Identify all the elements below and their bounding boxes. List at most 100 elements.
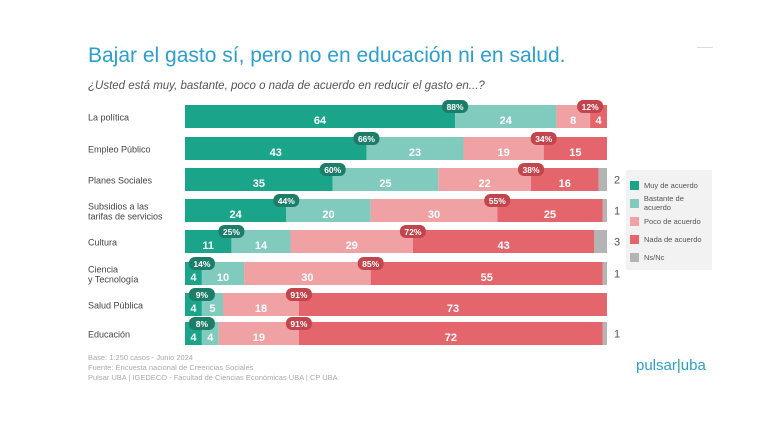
segment-label: 4 <box>190 332 197 344</box>
bar-segment <box>185 137 367 160</box>
legend-swatch <box>630 216 639 226</box>
legend-item: Poco de acuerdo <box>630 212 712 230</box>
segment-label: 72 <box>445 332 457 344</box>
total-badge-label: 12% <box>582 102 599 112</box>
segment-label: 22 <box>478 178 490 190</box>
total-badge-label: 85% <box>362 259 379 269</box>
legend-item: Bastante de acuerdo <box>630 194 712 212</box>
segment-label: 24 <box>500 115 513 127</box>
divider <box>697 47 713 48</box>
total-badge <box>285 288 312 301</box>
legend-label: Poco de acuerdo <box>644 216 701 226</box>
bar-segment <box>455 105 557 128</box>
nsnc-label: 1 <box>614 269 620 281</box>
segment-label: 5 <box>209 303 215 315</box>
bar-segment <box>185 168 333 191</box>
note-base: Base: 1.250 casos - Junio 2024 <box>88 353 194 362</box>
segment-label: 55 <box>481 272 493 284</box>
segment-label: 24 <box>230 209 243 221</box>
note-source: Fuente: Encuesta nacional de Creencias S… <box>88 363 254 372</box>
nsnc-label: 3 <box>614 237 620 249</box>
total-badge-label: 44% <box>278 196 295 206</box>
total-badge-label: 55% <box>489 196 506 206</box>
category-label: Empleo Público <box>88 145 151 155</box>
bar-segment <box>370 199 498 222</box>
segment-label: 29 <box>346 240 358 252</box>
category-label: Educación <box>88 330 130 340</box>
legend-swatch <box>630 252 639 262</box>
segment-label: 35 <box>253 178 265 190</box>
total-badge <box>518 163 545 176</box>
segment-label: 30 <box>428 209 440 221</box>
segment-label: 15 <box>569 147 581 159</box>
segment-label: 20 <box>322 209 334 221</box>
legend-swatch <box>630 234 639 244</box>
bar-segment <box>290 230 413 253</box>
legend-item: Muy de acuerdo <box>630 176 712 194</box>
bar-segment <box>412 230 595 253</box>
segment-label: 25 <box>544 209 556 221</box>
legend-swatch <box>630 180 639 190</box>
segment-label: 4 <box>595 115 602 127</box>
segment-label: 4 <box>190 272 197 284</box>
segment-label: 4 <box>190 303 197 315</box>
total-badge <box>577 100 604 113</box>
bar-segment <box>594 230 607 253</box>
bar-segment <box>602 199 607 222</box>
segment-label: 43 <box>270 147 282 159</box>
nsnc-label: 2 <box>614 175 620 187</box>
category-label: Planes Sociales <box>88 176 153 186</box>
legend-label: Nada de acuerdo <box>644 234 702 244</box>
chart-subtitle: ¿Usted está muy, bastante, poco o nada d… <box>88 80 485 92</box>
category-label: Salud Pública <box>88 301 143 311</box>
category-label: tarifas de servicios <box>88 212 163 222</box>
total-badge-label: 66% <box>358 134 375 144</box>
total-badge-label: 60% <box>324 165 341 175</box>
bar-segment <box>598 168 607 191</box>
source-notes: Base: 1.250 casos - Junio 2024 Fuente: E… <box>88 353 338 383</box>
segment-label: 25 <box>379 178 391 190</box>
bar-segment <box>366 137 464 160</box>
total-badge-label: 91% <box>290 290 307 300</box>
bar-segment <box>332 168 439 191</box>
total-badge <box>442 100 469 113</box>
total-badge-label: 72% <box>404 227 421 237</box>
bar-segment <box>531 168 599 191</box>
segment-label: 19 <box>497 147 509 159</box>
nsnc-label: 1 <box>614 329 620 341</box>
note-credits: Pulsar UBA | IGEDECO - Facultad de Cienc… <box>88 373 338 382</box>
category-label: Ciencia <box>88 265 118 275</box>
category-label: y Tecnología <box>88 275 138 285</box>
total-badge <box>353 132 380 145</box>
bar-segment <box>438 168 532 191</box>
total-badge <box>273 194 300 207</box>
nsnc-label: 1 <box>614 206 620 218</box>
total-badge <box>530 132 557 145</box>
category-label: La política <box>88 113 129 123</box>
segment-label: 10 <box>217 272 229 284</box>
segment-label: 11 <box>202 240 214 252</box>
total-badge-label: 91% <box>290 319 307 329</box>
chart-title: Bajar el gasto sí, pero no en educación … <box>88 44 566 67</box>
total-badge-label: 38% <box>523 165 540 175</box>
total-badge <box>188 317 215 330</box>
total-badge <box>319 163 346 176</box>
category-label: Cultura <box>88 238 117 248</box>
bar-segment <box>185 199 287 222</box>
total-badge <box>188 257 215 270</box>
bar-segment <box>298 293 607 316</box>
bar-segment <box>222 293 299 316</box>
total-badge <box>218 225 245 238</box>
total-badge <box>285 317 312 330</box>
segment-label: 16 <box>559 178 571 190</box>
bar-segment <box>463 137 544 160</box>
total-badge <box>357 257 384 270</box>
segment-label: 43 <box>497 240 509 252</box>
bar-segment <box>231 230 291 253</box>
legend-label: Muy de acuerdo <box>644 180 698 190</box>
total-badge-label: 9% <box>196 290 209 300</box>
segment-label: 64 <box>314 115 327 127</box>
bar-segment <box>286 199 371 222</box>
segment-label: 30 <box>301 272 313 284</box>
